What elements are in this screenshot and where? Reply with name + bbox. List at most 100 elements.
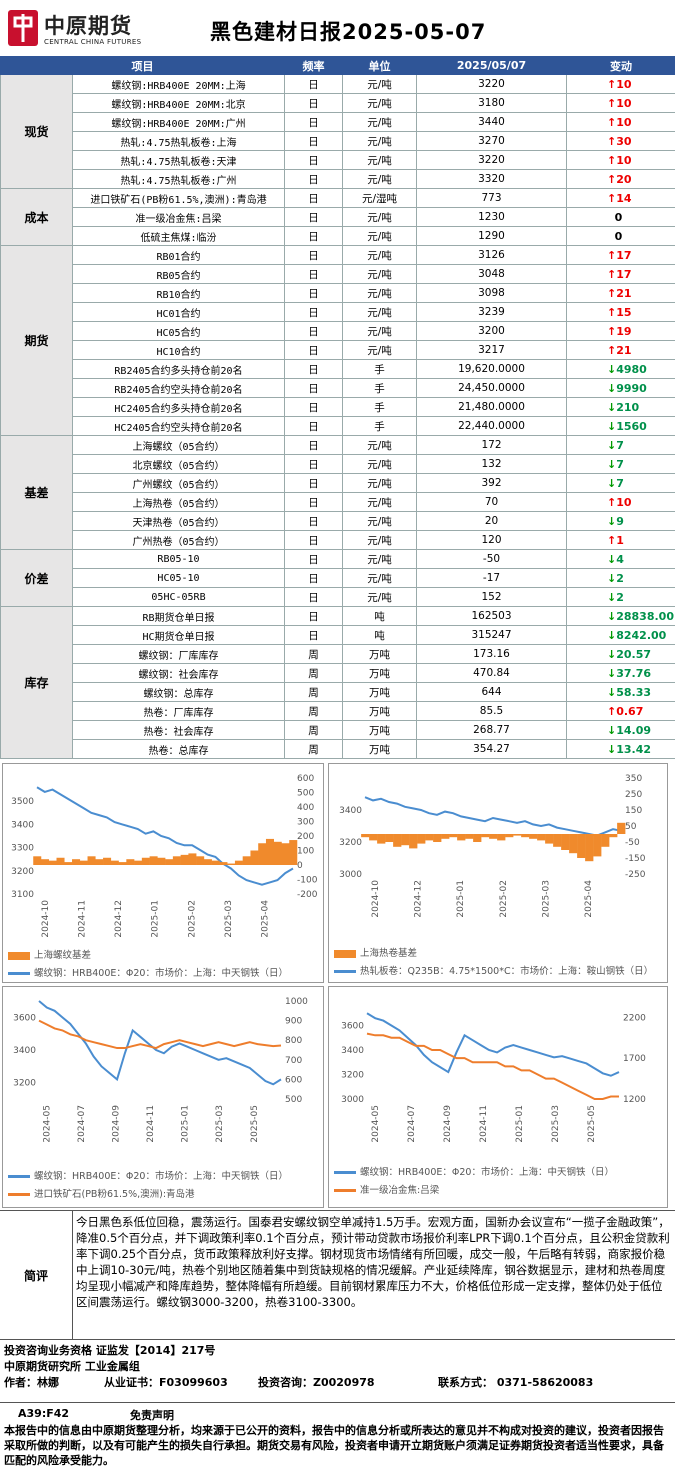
table-row: RB10合约日元/吨 3098 ↑21 [1,283,675,303]
change-cell: ↓9 [566,511,675,531]
change-cell: ↑30 [566,131,675,151]
cell-reference: A39:F42 [18,1407,70,1420]
item-cell: 天津热卷（05合约） [72,511,285,531]
unit-cell: 手 [342,397,417,417]
category-cell: 库存 [0,606,73,759]
arrow-up-icon: ↑ [607,704,617,718]
value-cell: 773 [416,188,567,208]
change-cell: ↓58.33 [566,682,675,702]
table-row: 螺纹钢：厂库库存周万吨 173.16 ↓20.57 [1,644,675,664]
item-cell: 上海螺纹（05合约） [72,435,285,455]
table-row: 广州螺纹（05合约）日元/吨 392 ↓7 [1,473,675,493]
author: 作者：林娜 [4,1376,59,1389]
y-right-tick: 2200 [623,1013,646,1023]
x-tick: 2024-09 [443,1105,453,1143]
value-cell: 392 [416,473,567,493]
basis-bar [141,857,150,865]
change-value: 10 [616,77,632,91]
basis-bar [258,843,267,865]
basis-bar [449,834,458,838]
change-cell: ↑21 [566,340,675,360]
arrow-up-icon: ↑ [607,248,617,262]
item-cell: HC05-10 [72,568,285,588]
frequency-cell: 日 [284,131,343,151]
table-row: 成本 进口铁矿石(PB粉61.5%,澳洲):青岛港日元/湿吨 773 ↑14 [0,188,675,246]
unit-cell: 元/吨 [342,131,417,151]
value-cell: 70 [416,492,567,512]
value-cell: 120 [416,530,567,550]
item-cell: HC2405合约多头持仓前20名 [72,397,285,417]
unit-cell: 元/吨 [342,226,417,246]
logo-en-text: CENTRAL CHINA FUTURES [44,38,142,46]
change-value: 10 [616,153,632,167]
unit-cell: 万吨 [342,720,417,740]
basis-bar [545,834,554,844]
arrow-up-icon: ↑ [607,96,617,110]
table-row: 北京螺纹（05合约）日元/吨 132 ↓7 [1,454,675,474]
basis-bar [126,859,135,865]
frequency-cell: 日 [284,264,343,284]
x-tick: 2024-12 [114,900,124,938]
arrow-down-icon: ↓ [607,514,617,528]
disclaimer-text: 本报告中的信息由中原期货整理分析，均来源于已公开的资料，报告中的信息分析或所表达… [4,1424,664,1467]
unit-cell: 万吨 [342,663,417,683]
x-tick: 2024-11 [146,1105,156,1143]
change-cell: ↓2 [566,587,675,607]
basis-bar [505,834,514,838]
change-cell: ↑15 [566,302,675,322]
x-tick: 2025-04 [260,900,270,938]
legend-entry: 准一级冶金焦:吕梁 [334,1182,664,1196]
basis-bar [265,838,274,865]
y-right-tick: -50 [625,838,640,848]
item-cell: 热轧:4.75热轧板卷:天津 [72,150,285,170]
table-row: 热卷：厂库库存周万吨 85.5 ↑0.67 [1,701,675,721]
category-cell: 基差 [0,435,73,550]
value-cell: 3220 [416,74,567,94]
arrow-up-icon: ↑ [607,191,617,205]
table-row: 热轧:4.75热轧板卷:天津日元/吨 3220 ↑10 [1,150,675,170]
category-cell: 期货 [0,245,73,436]
column-header: 2025/05/07 [416,56,567,75]
unit-cell: 元/吨 [342,321,417,341]
item-cell: 广州热卷（05合约） [72,530,285,550]
frequency-cell: 日 [284,625,343,645]
basis-bar [393,834,402,847]
y-left-tick: 3400 [339,806,362,816]
series-line [38,1019,282,1050]
basis-bar [617,822,626,834]
value-cell: 22,440.0000 [416,416,567,436]
basis-bar [242,856,251,865]
basis-bar [250,850,259,865]
change-cell: ↓7 [566,473,675,493]
unit-cell: 元/吨 [342,473,417,493]
y-left-tick: 3200 [341,1071,364,1081]
legend-swatch [8,1175,30,1178]
change-value: 0.67 [616,704,644,718]
table-row: HC2405合约多头持仓前20名日手 21,480.0000 ↓210 [1,397,675,417]
x-tick: 2024-12 [413,880,423,918]
unit-cell: 元/吨 [342,549,417,569]
frequency-cell: 周 [284,682,343,702]
change-value: 0 [614,210,623,224]
change-cell: ↓8242.00 [566,625,675,645]
category-cell: 价差 [0,549,73,607]
value-cell: 20 [416,511,567,531]
change-value: 1560 [616,419,647,433]
arrow-up-icon: ↑ [607,267,617,281]
basis-bar [95,859,104,865]
x-tick: 2024-11 [479,1105,489,1143]
table-row: RB2405合约空头持仓前20名日手 24,450.0000 ↓9990 [1,378,675,398]
x-tick: 2025-05 [250,1105,260,1143]
table-row: 螺纹钢:HRB400E 20MM:北京日元/吨 3180 ↑10 [1,93,675,113]
value-cell: 268.77 [416,720,567,740]
basis-bar [481,834,490,838]
change-value: 20.57 [616,647,652,661]
basis-bar [227,863,236,865]
unit-cell: 元/湿吨 [342,188,417,208]
license-line: 投资咨询业务资格 证监发【2014】217号 [4,1344,216,1357]
unit-cell: 元/吨 [342,264,417,284]
unit-cell: 元/吨 [342,112,417,132]
x-tick: 2025-01 [151,900,161,938]
arrow-down-icon: ↓ [607,590,617,604]
contact-phone: 联系方式： 0371-58620083 [438,1376,594,1389]
